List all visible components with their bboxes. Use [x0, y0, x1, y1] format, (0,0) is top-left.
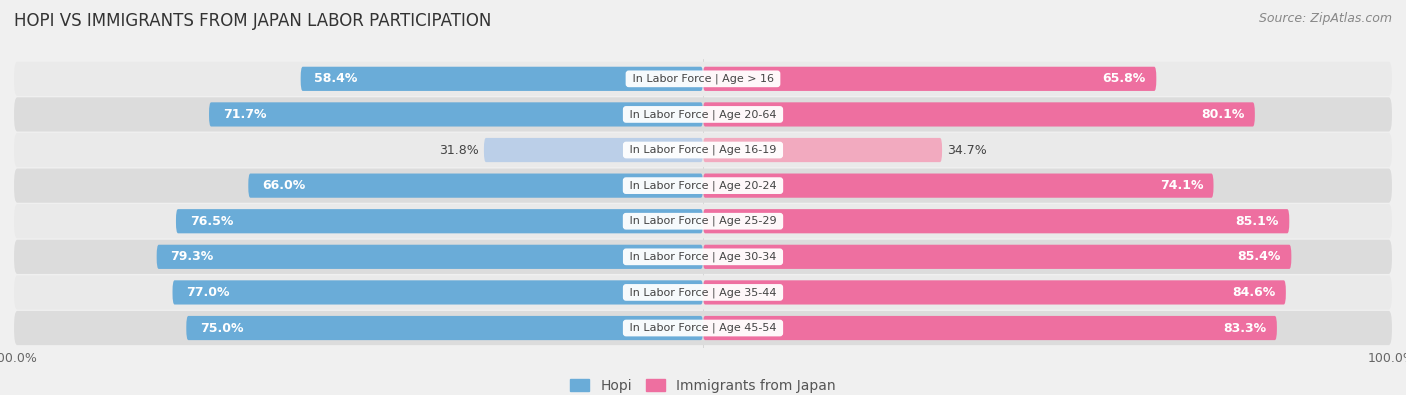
Text: 85.1%: 85.1%	[1236, 215, 1279, 228]
Text: 80.1%: 80.1%	[1201, 108, 1244, 121]
FancyBboxPatch shape	[14, 97, 1392, 132]
FancyBboxPatch shape	[14, 311, 1392, 345]
FancyBboxPatch shape	[14, 169, 1392, 203]
FancyBboxPatch shape	[703, 280, 1286, 305]
FancyBboxPatch shape	[209, 102, 703, 126]
Text: 85.4%: 85.4%	[1237, 250, 1281, 263]
FancyBboxPatch shape	[703, 138, 942, 162]
Text: In Labor Force | Age 45-54: In Labor Force | Age 45-54	[626, 323, 780, 333]
Text: 34.7%: 34.7%	[948, 143, 987, 156]
Text: In Labor Force | Age > 16: In Labor Force | Age > 16	[628, 73, 778, 84]
Text: 79.3%: 79.3%	[170, 250, 214, 263]
FancyBboxPatch shape	[14, 275, 1392, 310]
FancyBboxPatch shape	[703, 102, 1254, 126]
FancyBboxPatch shape	[249, 173, 703, 198]
Text: 58.4%: 58.4%	[315, 72, 357, 85]
FancyBboxPatch shape	[186, 316, 703, 340]
Text: 84.6%: 84.6%	[1232, 286, 1275, 299]
Text: In Labor Force | Age 20-64: In Labor Force | Age 20-64	[626, 109, 780, 120]
FancyBboxPatch shape	[703, 245, 1291, 269]
FancyBboxPatch shape	[14, 240, 1392, 274]
FancyBboxPatch shape	[173, 280, 703, 305]
FancyBboxPatch shape	[14, 133, 1392, 167]
Text: 76.5%: 76.5%	[190, 215, 233, 228]
Text: In Labor Force | Age 25-29: In Labor Force | Age 25-29	[626, 216, 780, 226]
FancyBboxPatch shape	[703, 316, 1277, 340]
Text: In Labor Force | Age 30-34: In Labor Force | Age 30-34	[626, 252, 780, 262]
FancyBboxPatch shape	[703, 67, 1156, 91]
FancyBboxPatch shape	[156, 245, 703, 269]
Text: In Labor Force | Age 35-44: In Labor Force | Age 35-44	[626, 287, 780, 298]
FancyBboxPatch shape	[703, 209, 1289, 233]
Text: 75.0%: 75.0%	[200, 322, 243, 335]
Text: 65.8%: 65.8%	[1102, 72, 1146, 85]
Text: 71.7%: 71.7%	[222, 108, 266, 121]
Text: In Labor Force | Age 16-19: In Labor Force | Age 16-19	[626, 145, 780, 155]
Text: 77.0%: 77.0%	[186, 286, 229, 299]
Text: Source: ZipAtlas.com: Source: ZipAtlas.com	[1258, 12, 1392, 25]
Text: 31.8%: 31.8%	[439, 143, 478, 156]
Text: 66.0%: 66.0%	[262, 179, 305, 192]
FancyBboxPatch shape	[14, 204, 1392, 238]
Text: 74.1%: 74.1%	[1160, 179, 1204, 192]
Legend: Hopi, Immigrants from Japan: Hopi, Immigrants from Japan	[569, 378, 837, 393]
Text: In Labor Force | Age 20-24: In Labor Force | Age 20-24	[626, 181, 780, 191]
FancyBboxPatch shape	[176, 209, 703, 233]
Text: HOPI VS IMMIGRANTS FROM JAPAN LABOR PARTICIPATION: HOPI VS IMMIGRANTS FROM JAPAN LABOR PART…	[14, 12, 492, 30]
Text: 83.3%: 83.3%	[1223, 322, 1267, 335]
FancyBboxPatch shape	[703, 173, 1213, 198]
FancyBboxPatch shape	[484, 138, 703, 162]
FancyBboxPatch shape	[301, 67, 703, 91]
FancyBboxPatch shape	[14, 62, 1392, 96]
